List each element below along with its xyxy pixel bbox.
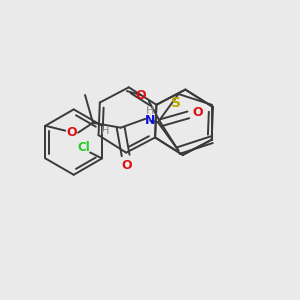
Text: N: N bbox=[145, 114, 156, 127]
Text: Cl: Cl bbox=[78, 141, 91, 154]
Text: H: H bbox=[146, 106, 154, 116]
Text: O: O bbox=[121, 159, 132, 172]
Text: O: O bbox=[136, 88, 146, 101]
Text: O: O bbox=[192, 106, 202, 119]
Text: H: H bbox=[101, 126, 109, 136]
Text: S: S bbox=[172, 96, 182, 110]
Text: O: O bbox=[67, 126, 77, 139]
